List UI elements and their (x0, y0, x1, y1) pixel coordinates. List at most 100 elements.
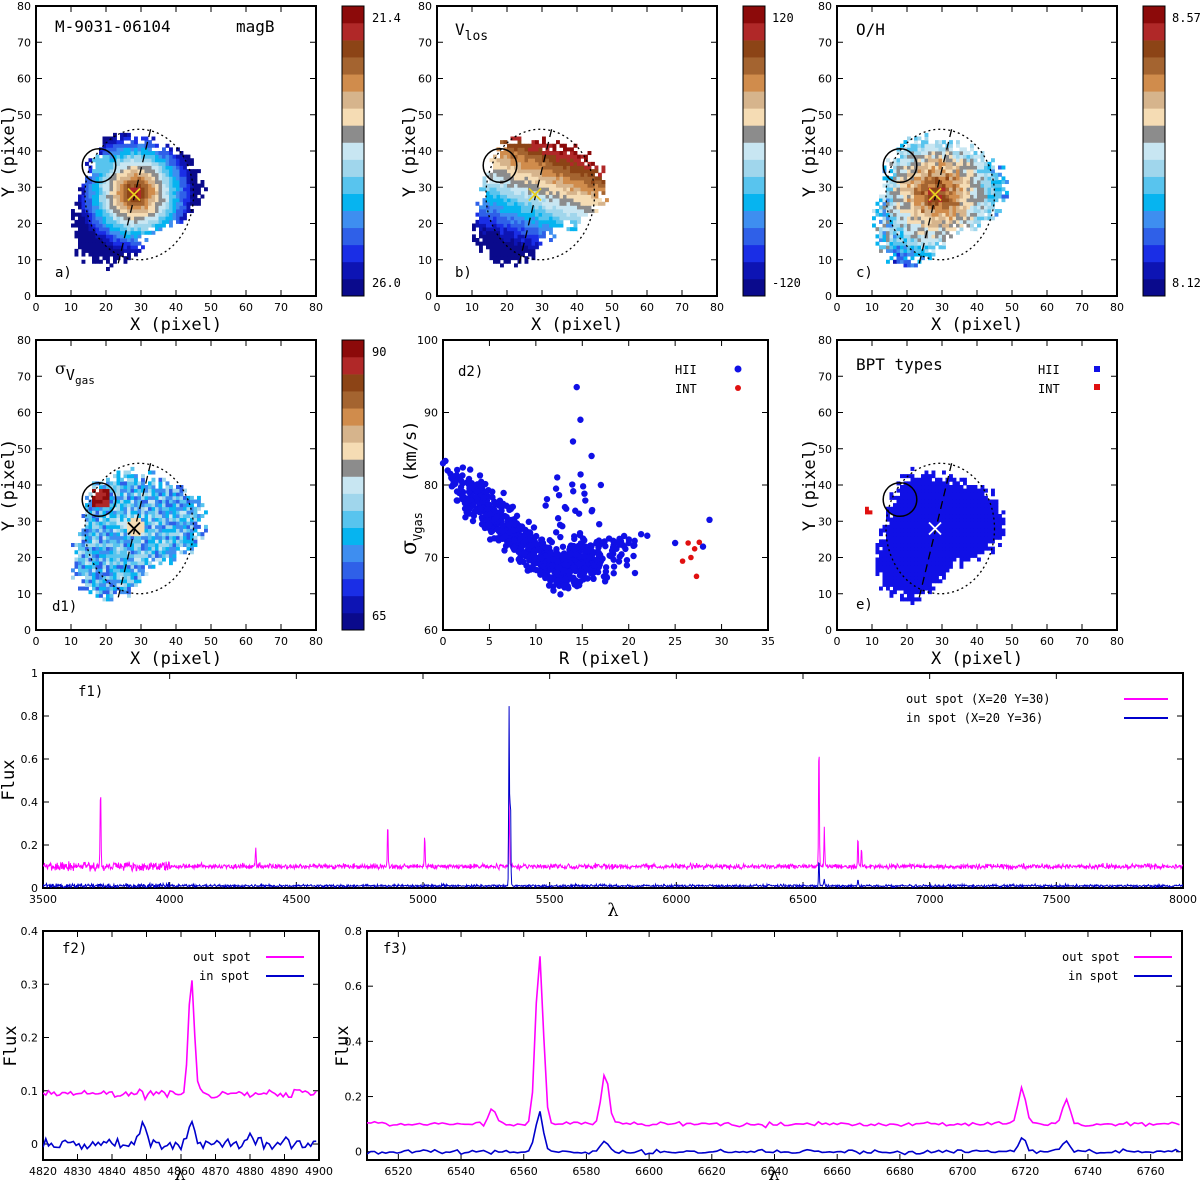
map-c-spaxel (973, 180, 978, 185)
map-e-spaxel (928, 539, 932, 544)
map-b-colorbar-segment (743, 125, 765, 143)
map-d1-spaxel (190, 521, 194, 526)
map-c-spaxel (942, 154, 946, 159)
map-e-spaxel (903, 485, 908, 490)
map-c-spaxel (935, 165, 939, 170)
map-d1-spaxel (123, 539, 128, 544)
map-c-spaxel (984, 209, 988, 214)
map-b-spaxel (517, 161, 522, 166)
map-a-spaxel (106, 238, 110, 243)
map-d1-spaxel (99, 495, 103, 500)
map-b-spaxel (503, 169, 508, 174)
map-b-spaxel (503, 198, 508, 203)
map-a-spaxel (99, 209, 103, 214)
map-b-spaxel (524, 172, 529, 177)
map-c-spaxel (984, 198, 988, 203)
map-d1-spaxel (130, 506, 135, 511)
map-a-spaxel (165, 219, 170, 224)
map-d1-spaxel (197, 524, 201, 529)
map-a-spaxel (127, 212, 131, 217)
map-b-spaxel (584, 169, 588, 174)
map-e-spaxel (896, 579, 901, 584)
map-d1-spaxel (99, 553, 103, 558)
map-a-spaxel (106, 223, 110, 228)
map-c-spaxel (896, 190, 901, 195)
map-d1-spaxel (179, 535, 184, 540)
map-e-spaxel (903, 474, 908, 479)
map-e-spaxel (900, 597, 904, 602)
map-c-spaxel (959, 219, 964, 224)
map-d1-spaxel (176, 539, 180, 544)
map-a-spaxel (179, 201, 184, 206)
map-e-spaxel (994, 503, 999, 508)
map-b-spaxel (514, 147, 518, 152)
map-c-spaxel (931, 216, 936, 221)
map-a-spaxel (148, 205, 152, 210)
map-c-spaxel (980, 187, 985, 192)
map-c-spaxel (914, 151, 918, 156)
map-b-spaxel (570, 219, 574, 224)
map-d1-spaxel (109, 524, 114, 529)
map-e-spaxel (889, 553, 894, 558)
map-a-spaxel (116, 165, 121, 170)
map-c-spaxel (924, 194, 929, 199)
map-e-spaxel (973, 543, 978, 548)
map-a-spaxel (162, 216, 166, 221)
map-d1-spaxel (148, 488, 152, 493)
map-e-spaxel (896, 488, 901, 493)
map-d1-spaxel (176, 546, 180, 551)
map-b-spaxel (580, 172, 585, 177)
map-e-spaxel (903, 553, 908, 558)
map-c-spaxel (966, 154, 971, 159)
map-d1-spaxel (134, 579, 138, 584)
map-e-spaxel (970, 546, 974, 551)
map-d1-spaxel (120, 557, 124, 562)
map-e-spaxel (917, 495, 922, 500)
map-b-spaxel (591, 187, 595, 192)
map-e-spaxel (928, 528, 932, 533)
map-c-spaxel (949, 165, 953, 170)
map-b-spaxel (500, 194, 504, 199)
map-b-spaxel (493, 245, 497, 250)
map-e-spaxel (910, 601, 915, 606)
map-d1-spaxel (113, 546, 117, 551)
map-d1-spaxel (148, 564, 152, 569)
map-b-spaxel (584, 190, 588, 195)
map-c-spaxel (907, 136, 911, 141)
map-c-spaxel (921, 234, 925, 239)
map-b-spaxel (552, 154, 557, 159)
map-c-spaxel (949, 158, 953, 163)
map-b-spaxel (489, 241, 494, 246)
map-d1-ellipse (84, 462, 195, 595)
map-a-spaxel (88, 209, 93, 214)
map-b-spaxel (535, 198, 539, 203)
map-d1-spaxel (106, 481, 110, 486)
map-c-spaxel (938, 216, 943, 221)
map-c-spaxel (945, 180, 950, 185)
map-d1-spaxel (127, 517, 131, 522)
map-c-spaxel (889, 190, 894, 195)
map-c-spaxel (921, 212, 925, 217)
map-e-spaxel (991, 528, 995, 533)
map-c-spaxel (921, 209, 925, 214)
map-a-spaxel (134, 227, 138, 232)
map-e-spaxel (931, 514, 936, 519)
map-a-spaxel (158, 194, 163, 199)
map-c-spaxel (977, 205, 981, 210)
map-e-spaxel (914, 568, 918, 573)
map-b-spaxel (507, 165, 511, 170)
map-c-spaxel (956, 176, 960, 181)
map-e-spaxel (879, 550, 883, 555)
map-b-spaxel (587, 183, 592, 188)
map-b-spaxel (479, 216, 483, 221)
map-d1-spaxel (193, 528, 198, 533)
map-d1-spaxel (176, 485, 180, 490)
map-e-spaxel (931, 557, 936, 562)
map-a-spaxel (179, 198, 184, 203)
map-d1-spaxel (179, 543, 184, 548)
map-c-spaxel (882, 234, 887, 239)
map-b-spaxel (542, 165, 546, 170)
map-d1-spaxel (144, 550, 149, 555)
map-a-spaxel (179, 212, 184, 217)
map-a-spaxel (99, 216, 103, 221)
